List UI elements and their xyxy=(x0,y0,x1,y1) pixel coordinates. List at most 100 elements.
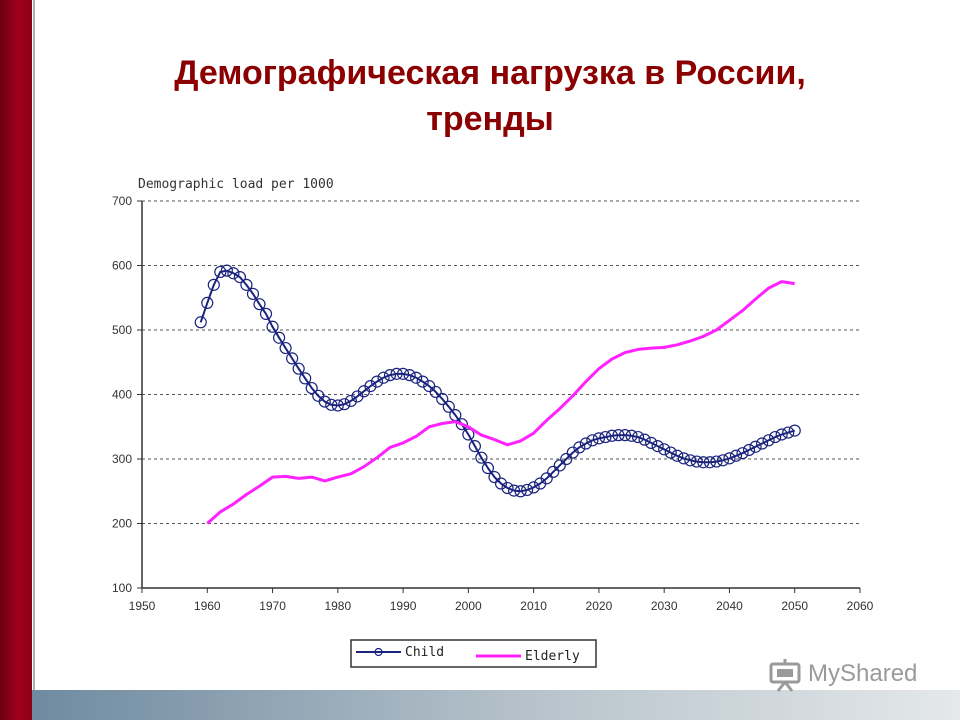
legend-box xyxy=(350,639,597,668)
data-point-child xyxy=(729,449,743,462)
x-tick-label: 2000 xyxy=(455,599,482,613)
data-point-child xyxy=(716,454,730,467)
data-point-child xyxy=(494,477,508,490)
data-point-child xyxy=(703,456,716,469)
data-point-child xyxy=(514,485,527,498)
data-point-child xyxy=(436,392,449,406)
data-point-child xyxy=(253,298,266,311)
data-point-child xyxy=(579,437,592,450)
data-point-child xyxy=(338,398,351,411)
data-point-child xyxy=(775,428,788,441)
data-point-child xyxy=(488,470,501,484)
data-point-child xyxy=(769,430,782,444)
x-tick-label: 1960 xyxy=(194,599,221,613)
data-point-child xyxy=(344,394,357,408)
data-point-child xyxy=(547,465,560,478)
data-point-child xyxy=(749,440,762,453)
data-point-child xyxy=(390,367,403,380)
data-point-child xyxy=(684,454,697,467)
slide-title: Демографическая нагрузка в России, тренд… xyxy=(40,50,940,142)
x-tick-label: 1980 xyxy=(324,599,351,613)
data-point-child xyxy=(396,367,410,380)
data-point-child xyxy=(455,418,468,431)
data-point-child xyxy=(279,341,292,355)
legend-marker-child xyxy=(374,647,383,657)
data-point-child xyxy=(605,429,619,442)
data-point-child xyxy=(233,271,247,284)
chart-title: Demographic load per 1000 xyxy=(138,177,334,192)
data-point-child xyxy=(501,481,514,495)
data-point-child xyxy=(658,443,671,456)
data-point-child xyxy=(246,287,260,300)
left-accent-bar xyxy=(0,0,32,720)
data-point-child xyxy=(201,296,214,310)
y-tick-label: 700 xyxy=(112,194,132,208)
data-point-child xyxy=(560,452,573,466)
y-tick-label: 300 xyxy=(112,452,132,466)
data-point-child xyxy=(416,375,429,388)
data-point-child xyxy=(527,481,540,494)
data-point-child xyxy=(220,264,233,277)
data-point-child xyxy=(194,316,207,329)
data-point-child xyxy=(697,456,710,469)
legend-label-child: Child xyxy=(405,645,444,660)
data-point-child xyxy=(573,441,586,454)
data-point-child xyxy=(481,461,495,475)
data-point-child xyxy=(788,424,801,437)
data-point-child xyxy=(475,451,488,464)
data-point-child xyxy=(612,429,625,442)
data-point-child xyxy=(521,483,534,497)
data-point-child xyxy=(207,278,220,291)
y-tick-label: 400 xyxy=(112,388,132,402)
slide-title-line-2: тренды xyxy=(426,100,554,138)
data-point-child xyxy=(618,429,632,442)
data-point-child xyxy=(272,331,286,344)
data-point-child xyxy=(286,352,299,365)
y-tick-label: 500 xyxy=(112,323,132,337)
presentation-board-icon xyxy=(769,659,801,692)
legend-label-elderly: Elderly xyxy=(525,649,580,664)
data-point-child xyxy=(442,400,455,413)
data-point-child xyxy=(710,455,723,468)
x-tick-label: 2030 xyxy=(651,599,678,613)
data-point-child xyxy=(671,449,684,462)
y-tick-label: 100 xyxy=(112,581,132,595)
data-point-child xyxy=(540,472,553,485)
x-tick-label: 2050 xyxy=(781,599,808,613)
data-point-child xyxy=(299,372,312,385)
data-point-child xyxy=(410,371,423,384)
data-point-child xyxy=(468,440,481,453)
data-point-child xyxy=(553,459,566,472)
left-accent-divider xyxy=(33,0,35,690)
x-tick-label: 1950 xyxy=(129,599,156,613)
data-point-child xyxy=(592,432,606,445)
x-tick-label: 2020 xyxy=(586,599,613,613)
data-point-child xyxy=(259,307,273,320)
watermark: MyShared xyxy=(768,658,938,692)
watermark-brand: MyShared xyxy=(808,660,918,687)
data-point-child xyxy=(755,437,769,450)
x-tick-label: 1990 xyxy=(390,599,417,613)
data-point-child xyxy=(742,443,756,457)
data-point-child xyxy=(403,369,416,382)
data-point-child xyxy=(631,430,645,444)
series-line-elderly xyxy=(206,280,795,525)
data-point-child xyxy=(292,362,305,375)
x-tick-label: 2040 xyxy=(716,599,743,613)
data-point-child xyxy=(723,452,736,465)
data-point-child xyxy=(377,371,390,384)
data-point-child xyxy=(507,484,521,497)
y-tick-label: 200 xyxy=(112,517,132,531)
data-point-child xyxy=(782,426,795,439)
data-point-child xyxy=(383,369,397,382)
x-tick-label: 2060 xyxy=(847,599,874,613)
data-point-child xyxy=(305,381,318,395)
data-point-child xyxy=(651,440,664,453)
data-point-child xyxy=(227,267,240,280)
data-point-child xyxy=(370,375,384,388)
data-point-child xyxy=(664,446,677,459)
data-point-child xyxy=(625,429,638,442)
data-point-child xyxy=(364,380,377,393)
data-point-child xyxy=(266,320,279,333)
